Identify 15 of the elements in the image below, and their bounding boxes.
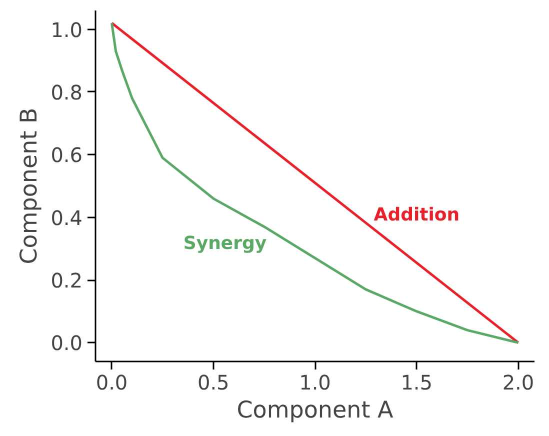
- y-tick-label: 0.8: [50, 80, 83, 104]
- x-tick-label: 0.0: [96, 370, 128, 394]
- x-axis-title: Component A: [236, 398, 394, 424]
- x-tick-label: 2.0: [502, 370, 534, 394]
- x-tick-label: 1.5: [400, 370, 433, 394]
- y-axis-title: Component B: [16, 108, 43, 264]
- series-label: Addition: [374, 204, 460, 226]
- x-tick-label: 1.0: [299, 370, 331, 394]
- y-tick-label: 1.0: [50, 18, 83, 42]
- series-label: Synergy: [183, 233, 267, 254]
- x-tick-label: 0.5: [197, 370, 230, 394]
- y-tick-label: 0.6: [50, 143, 83, 168]
- y-tick-label: 0.2: [50, 268, 83, 293]
- y-tick-label: 0.0: [50, 331, 83, 356]
- y-tick-label: 0.4: [50, 206, 83, 230]
